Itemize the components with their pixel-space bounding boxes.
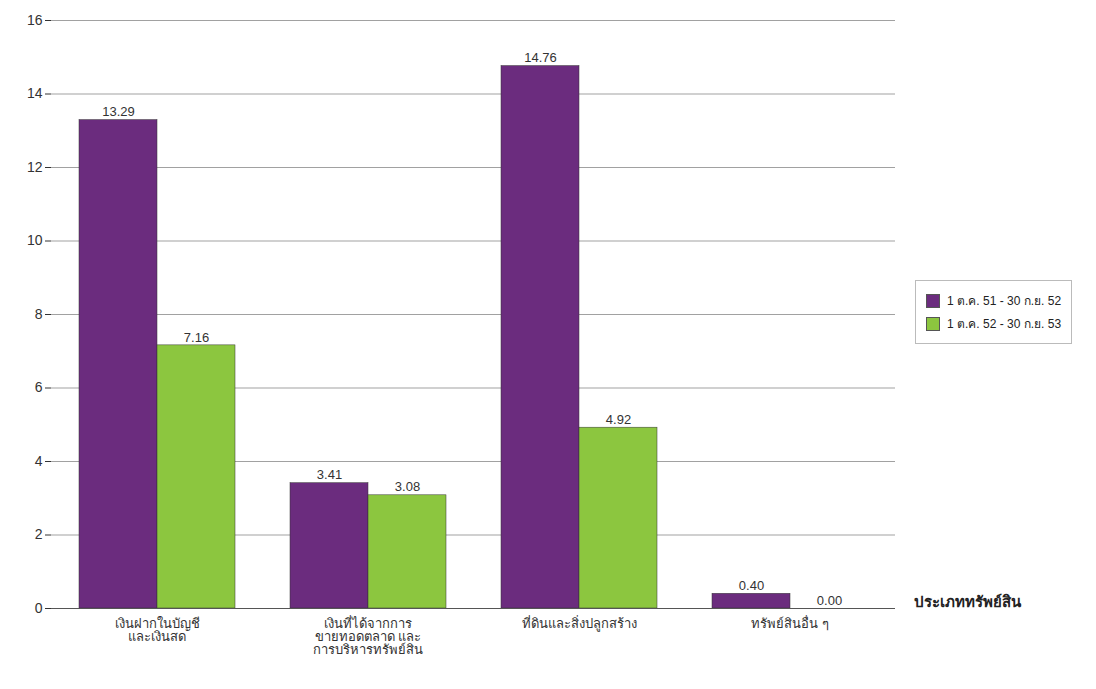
html-text:1 ต.ค. 52 - 30 ก.ย. 53: 1 ต.ค. 52 - 30 ก.ย. 53	[947, 317, 1062, 331]
svg-text:3.08: 3.08	[395, 479, 420, 494]
svg-text:14.76: 14.76	[524, 50, 557, 65]
svg-text:0.40: 0.40	[739, 578, 764, 593]
svg-text:0.00: 0.00	[817, 593, 842, 608]
svg-text:เงินที่ได้จากการขายทอดตลาด และ: เงินที่ได้จากการขายทอดตลาด และการบริหารท…	[313, 615, 423, 657]
svg-text:ที่ดินและสิ่งปลูกสร้าง: ที่ดินและสิ่งปลูกสร้าง	[522, 615, 637, 632]
svg-text:เงินฝากในบัญชีและเงินสด: เงินฝากในบัญชีและเงินสด	[115, 616, 200, 644]
svg-text:ประเภททรัพย์สิน: ประเภททรัพย์สิน	[914, 593, 1022, 610]
svg-text:12: 12	[27, 159, 43, 175]
html-text:1 ต.ค. 51 - 30 ก.ย. 52: 1 ต.ค. 51 - 30 ก.ย. 52	[947, 294, 1062, 308]
svg-text:2: 2	[35, 526, 43, 542]
svg-text:7.16: 7.16	[184, 330, 209, 345]
svg-text:16: 16	[27, 12, 43, 28]
svg-text:3.41: 3.41	[317, 467, 342, 482]
svg-text:8: 8	[35, 306, 43, 322]
svg-text:ทรัพย์สินอื่น ๆ: ทรัพย์สินอื่น ๆ	[751, 615, 829, 631]
svg-text:6: 6	[35, 379, 43, 395]
svg-text:10: 10	[27, 232, 43, 248]
svg-text:14: 14	[27, 85, 43, 101]
svg-text:4.92: 4.92	[606, 412, 631, 427]
svg-text:13.29: 13.29	[102, 104, 135, 119]
svg-text:0: 0	[35, 600, 43, 616]
svg-text:4: 4	[35, 453, 43, 469]
